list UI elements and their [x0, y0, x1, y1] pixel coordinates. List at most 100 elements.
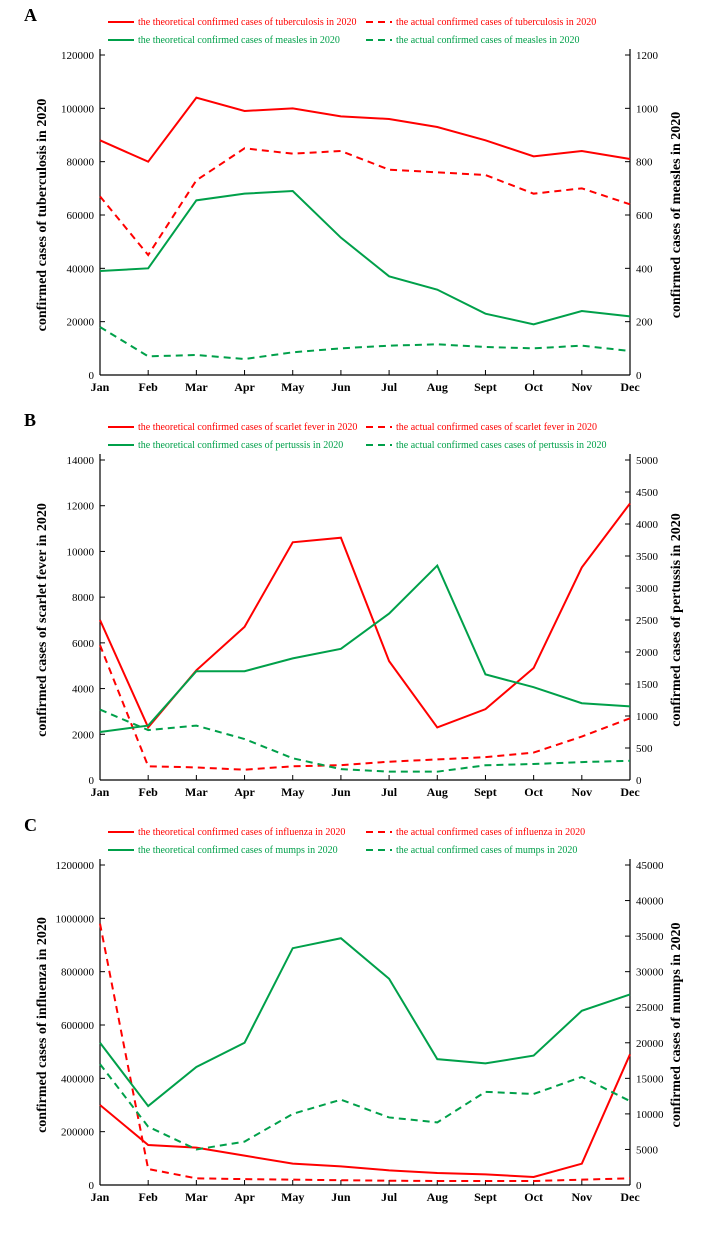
- ytick-left-label: 120000: [61, 50, 95, 62]
- xtick-label: Nov: [571, 1190, 592, 1204]
- xtick-label: Jan: [91, 380, 110, 394]
- ytick-right-label: 200: [636, 317, 653, 329]
- ytick-right-label: 20000: [636, 1038, 664, 1050]
- xtick-label: Apr: [234, 380, 255, 394]
- xtick-label: Aug: [427, 380, 448, 394]
- xtick-label: Jul: [381, 785, 398, 799]
- ytick-right-label: 45000: [636, 860, 664, 872]
- y-left-title: confirmed cases of influenza in 2020: [35, 917, 50, 1133]
- ytick-right-label: 35000: [636, 931, 664, 943]
- ytick-right-label: 1000: [636, 711, 659, 723]
- xtick-label: Aug: [427, 785, 448, 799]
- xtick-label: May: [281, 785, 304, 799]
- ytick-right-label: 3500: [636, 551, 659, 563]
- xtick-label: Aug: [427, 1190, 448, 1204]
- xtick-label: Oct: [524, 785, 543, 799]
- ytick-right-label: 5000: [636, 455, 659, 467]
- legend-label: the theoretical confirmed cases of influ…: [138, 827, 345, 838]
- xtick-label: Feb: [139, 380, 159, 394]
- ytick-left-label: 8000: [72, 592, 95, 604]
- ytick-left-label: 40000: [67, 263, 95, 275]
- legend-label: the actual confirmed cases of mumps in 2…: [396, 845, 577, 856]
- xtick-label: Nov: [571, 380, 592, 394]
- xtick-label: Jul: [381, 380, 398, 394]
- legend-label: the theoretical confirmed cases of measl…: [138, 35, 340, 46]
- legend-label: the actual confirmed cases of measles in…: [396, 35, 580, 46]
- xtick-label: Sept: [474, 785, 497, 799]
- ytick-right-label: 1200: [636, 50, 659, 62]
- ytick-right-label: 2000: [636, 647, 659, 659]
- ytick-left-label: 20000: [67, 317, 95, 329]
- panel-bg: [22, 410, 692, 805]
- xtick-label: Apr: [234, 785, 255, 799]
- ytick-right-label: 1000: [636, 103, 659, 115]
- ytick-left-label: 1200000: [56, 860, 95, 872]
- ytick-right-label: 30000: [636, 967, 664, 979]
- xtick-label: Jun: [331, 1190, 351, 1204]
- xtick-label: Jun: [331, 380, 351, 394]
- ytick-left-label: 12000: [67, 501, 95, 513]
- legend-label: the actual confirmed cases of scarlet fe…: [396, 422, 597, 433]
- xtick-label: Jan: [91, 1190, 110, 1204]
- xtick-label: Feb: [139, 1190, 159, 1204]
- ytick-right-label: 4500: [636, 487, 659, 499]
- ytick-right-label: 800: [636, 157, 653, 169]
- xtick-label: Sept: [474, 380, 497, 394]
- xtick-label: Mar: [185, 1190, 208, 1204]
- ytick-left-label: 200000: [61, 1127, 95, 1139]
- xtick-label: Dec: [620, 1190, 640, 1204]
- ytick-right-label: 4000: [636, 519, 659, 531]
- xtick-label: May: [281, 380, 304, 394]
- xtick-label: Oct: [524, 380, 543, 394]
- panel-c: C020000040000060000080000010000001200000…: [22, 815, 692, 1210]
- xtick-label: Nov: [571, 785, 592, 799]
- xtick-label: May: [281, 1190, 304, 1204]
- xtick-label: Sept: [474, 1190, 497, 1204]
- y-right-title: confirmed cases of pertussis in 2020: [669, 513, 684, 727]
- ytick-right-label: 10000: [636, 1109, 664, 1121]
- xtick-label: Jun: [331, 785, 351, 799]
- panel-bg: [22, 815, 692, 1210]
- xtick-label: Mar: [185, 785, 208, 799]
- ytick-left-label: 600000: [61, 1020, 95, 1032]
- panel-label: B: [24, 410, 36, 431]
- ytick-left-label: 800000: [61, 967, 95, 979]
- ytick-right-label: 400: [636, 263, 653, 275]
- ytick-left-label: 6000: [72, 638, 95, 650]
- ytick-right-label: 3000: [636, 583, 659, 595]
- ytick-right-label: 500: [636, 743, 653, 755]
- ytick-right-label: 15000: [636, 1073, 664, 1085]
- y-right-title: confirmed cases of mumps in 2020: [669, 923, 684, 1128]
- xtick-label: Feb: [139, 785, 159, 799]
- y-left-title: confirmed cases of tuberculosis in 2020: [35, 99, 50, 332]
- ytick-left-label: 80000: [67, 157, 95, 169]
- legend-label: the actual confirmed cases of tuberculos…: [396, 17, 596, 28]
- xtick-label: Oct: [524, 1190, 543, 1204]
- ytick-left-label: 400000: [61, 1073, 95, 1085]
- xtick-label: Apr: [234, 1190, 255, 1204]
- y-right-title: confirmed cases of measles in 2020: [669, 112, 684, 318]
- panel-label: C: [24, 815, 37, 836]
- legend-label: the theoretical confirmed cases of mumps…: [138, 845, 338, 856]
- ytick-left-label: 2000: [72, 729, 95, 741]
- ytick-left-label: 60000: [67, 210, 95, 222]
- ytick-right-label: 5000: [636, 1144, 659, 1156]
- xtick-label: Jul: [381, 1190, 398, 1204]
- ytick-left-label: 10000: [67, 546, 95, 558]
- panel-label: A: [24, 5, 37, 26]
- xtick-label: Dec: [620, 785, 640, 799]
- legend-label: the theoretical confirmed cases of scarl…: [138, 422, 357, 433]
- panel-b: B020004000600080001000012000140000500100…: [22, 410, 692, 805]
- legend-label: the theoretical confirmed cases of tuber…: [138, 17, 357, 28]
- ytick-right-label: 40000: [636, 896, 664, 908]
- y-left-title: confirmed cases of scarlet fever in 2020: [35, 503, 50, 737]
- ytick-left-label: 4000: [72, 684, 95, 696]
- ytick-right-label: 25000: [636, 1002, 664, 1014]
- legend-label: the actual confirmed cases cases of pert…: [396, 440, 607, 451]
- panel-a: A020000400006000080000100000120000020040…: [22, 5, 692, 400]
- ytick-left-label: 100000: [61, 103, 95, 115]
- xtick-label: Mar: [185, 380, 208, 394]
- ytick-left-label: 1000000: [56, 913, 95, 925]
- legend-label: the theoretical confirmed cases of pertu…: [138, 440, 343, 451]
- legend-label: the actual confirmed cases of influenza …: [396, 827, 585, 838]
